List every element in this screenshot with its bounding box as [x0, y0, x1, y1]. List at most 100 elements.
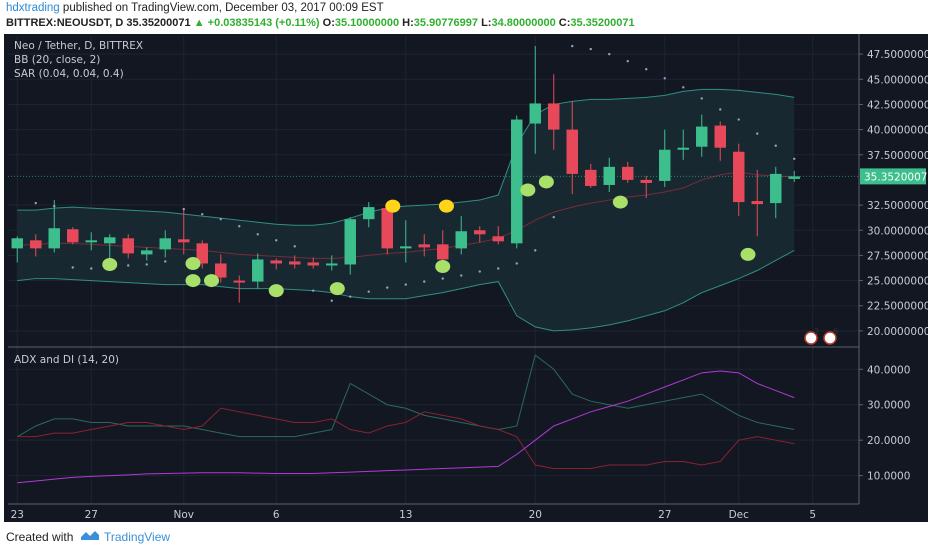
adx-legend[interactable]: ADX and DI (14, 20)	[14, 354, 119, 366]
price-axis-label: 27.50000000	[867, 250, 928, 262]
time-axis-label: 5	[809, 509, 816, 521]
candle	[640, 175, 652, 199]
footer: Created with TradingView	[0, 522, 932, 550]
candle	[714, 121, 726, 161]
candle	[733, 143, 745, 217]
sar-dot	[404, 283, 407, 286]
sar-dot	[71, 266, 74, 269]
di-minus-line	[17, 407, 795, 470]
price-axis-label: 22.50000000	[867, 301, 928, 313]
author-link[interactable]: hdxtrading	[6, 2, 60, 14]
candle-body	[455, 231, 467, 249]
candle	[196, 240, 208, 269]
sar-dot	[793, 157, 796, 160]
candle	[548, 74, 560, 150]
chart-svg[interactable]: 2647.5000000045.0000000042.5000000040.00…	[4, 34, 928, 522]
sar-dot	[256, 233, 259, 236]
created-with-text: Created with	[6, 530, 74, 544]
candle-body	[603, 166, 615, 185]
sar-dot	[127, 264, 130, 267]
candle-body	[529, 103, 541, 124]
time-axis-label: Dec	[729, 509, 750, 521]
candle-body	[289, 261, 301, 265]
sar-dot	[478, 270, 481, 273]
candle-body	[215, 263, 227, 278]
candle	[270, 258, 282, 270]
sar-legend[interactable]: SAR (0.04, 0.04, 0.4)	[14, 68, 124, 80]
bb-upper-line	[17, 88, 795, 226]
candle	[215, 254, 227, 283]
sar-dot	[571, 44, 574, 48]
candle-body	[548, 103, 560, 130]
candle	[233, 275, 245, 303]
signal-marker	[204, 274, 219, 288]
price-axis-label: 37.50000000	[867, 150, 928, 162]
candle-body	[659, 149, 671, 181]
candle-body	[640, 179, 652, 183]
chart-area[interactable]: 2647.5000000045.0000000042.5000000040.00…	[4, 34, 928, 522]
bb-lower-line	[17, 249, 795, 332]
sar-dot	[367, 290, 370, 293]
close-label: C:	[558, 17, 571, 29]
candle-body	[714, 125, 726, 148]
candle	[474, 226, 486, 243]
candle	[381, 202, 393, 255]
symbol-label: BITTREX:NEOUSDT, D	[6, 17, 124, 29]
signal-marker	[435, 259, 451, 273]
sar-dot	[441, 277, 444, 280]
sar-dot	[737, 118, 740, 121]
open-label: O:	[322, 17, 335, 29]
sar-dot	[238, 225, 241, 228]
candle-body	[233, 280, 245, 283]
candle	[400, 220, 412, 263]
time-axis-label: 6	[273, 509, 280, 521]
candle-body	[11, 238, 23, 249]
signal-marker	[538, 175, 554, 189]
candle	[603, 157, 615, 193]
bb-fill	[17, 89, 795, 331]
candle	[30, 234, 42, 257]
time-axis-label: 23	[11, 509, 24, 521]
candle	[104, 234, 116, 259]
high-value: 35.90776997	[413, 17, 479, 29]
candle-body	[141, 250, 153, 255]
candle	[677, 129, 689, 160]
event-flag-count: 2	[814, 327, 819, 336]
sar-dot	[608, 52, 611, 56]
price-axis-label: 25.00000000	[867, 276, 928, 288]
tradingview-brand[interactable]: TradingView	[104, 530, 171, 544]
last-price-tag-label: 35.35200071	[864, 171, 928, 183]
candle	[566, 101, 578, 195]
adx-line	[17, 370, 795, 484]
sar-dot	[497, 267, 500, 270]
sar-dot	[626, 59, 629, 63]
candle-body	[252, 259, 264, 282]
candle-body	[104, 237, 116, 244]
sar-dot	[53, 204, 56, 208]
signal-marker	[612, 195, 628, 209]
sar-dot	[423, 280, 426, 283]
candle	[326, 255, 338, 271]
signal-marker	[385, 199, 401, 213]
sar-dot	[774, 144, 777, 147]
candle	[437, 230, 449, 263]
candle	[141, 247, 153, 261]
signal-marker	[268, 284, 284, 298]
time-axis-label: 27	[85, 509, 98, 521]
open-value: 35.10000000	[334, 17, 400, 29]
candle	[770, 166, 782, 219]
sar-dot	[349, 295, 352, 298]
candle	[511, 115, 523, 249]
adx-axis-label: 20.0000	[867, 435, 910, 447]
symbol-legend: Neo / Tether, D, BITTREX	[14, 40, 144, 52]
tradingview-logo-icon[interactable]	[80, 528, 100, 542]
signal-marker	[185, 274, 201, 288]
candle	[344, 217, 356, 275]
candle-body	[751, 201, 763, 205]
sar-dot	[201, 212, 204, 216]
di-plus-line	[17, 354, 795, 438]
bb-legend[interactable]: BB (20, close, 2)	[14, 54, 101, 66]
candle-body	[85, 240, 97, 243]
time-axis-label: 20	[529, 509, 542, 521]
